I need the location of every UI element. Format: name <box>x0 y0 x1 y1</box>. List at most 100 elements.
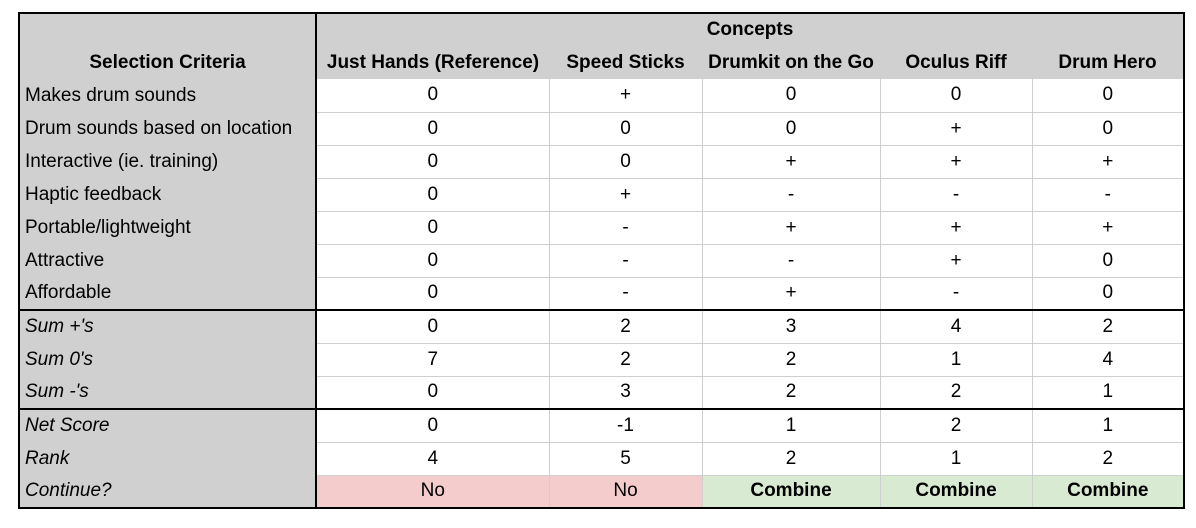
criteria-row-cell: - <box>549 211 703 245</box>
continue-row-cell: Combine <box>702 475 881 509</box>
sum-row-cell: 3 <box>702 309 881 344</box>
criteria-row-cell: + <box>702 211 881 245</box>
continue-row-cell: Combine <box>880 475 1033 509</box>
criteria-row-cell: + <box>880 112 1033 146</box>
header-corner-cell <box>18 12 317 46</box>
criteria-row-cell: - <box>880 178 1033 212</box>
score-section: Net Score 0 -1 1 2 1 Rank 4 5 2 1 2 <box>18 408 1185 476</box>
header-row-concepts: Concepts <box>18 12 1185 46</box>
continue-row-cell: Combine <box>1032 475 1185 509</box>
sum-row-cell: 2 <box>702 376 881 410</box>
criteria-row-cell: + <box>702 145 881 179</box>
criteria-row-cell: + <box>1032 211 1185 245</box>
column-header-speed-sticks: Speed Sticks <box>549 46 702 79</box>
criteria-row-cell: 0 <box>549 112 703 146</box>
criteria-row-cell: - <box>1032 178 1185 212</box>
column-header-drum-hero: Drum Hero <box>1032 46 1185 79</box>
sum-row-cell: 1 <box>1032 376 1185 410</box>
sum-row-cell: 2 <box>702 343 881 377</box>
score-row-cell: 0 <box>316 408 550 443</box>
continue-row-cell: No <box>316 475 550 509</box>
sum-row-cell: 2 <box>1032 309 1185 344</box>
criteria-row-cell: 0 <box>1032 79 1185 113</box>
continue-row: Continue? No No Combine Combine Combine <box>18 475 1185 509</box>
criteria-row-label: Haptic feedback <box>18 178 317 211</box>
sum-row: Sum 0's 7 2 2 1 4 <box>18 343 1185 377</box>
criteria-row-label: Affordable <box>18 277 317 310</box>
score-row-cell: 2 <box>880 408 1033 443</box>
criteria-row-cell: - <box>702 244 881 278</box>
score-row-cell: 4 <box>316 442 550 476</box>
continue-row-cell: No <box>549 475 703 509</box>
criteria-row-cell: + <box>880 211 1033 245</box>
sum-row-cell: 4 <box>1032 343 1185 377</box>
concept-selection-table: Concepts Selection Criteria Just Hands (… <box>18 12 1185 509</box>
sum-row: Sum +'s 0 2 3 4 2 <box>18 309 1185 344</box>
score-row-cell: 1 <box>880 442 1033 476</box>
criteria-row: Interactive (ie. training) 0 0 + + + <box>18 145 1185 179</box>
criteria-row-cell: 0 <box>316 79 550 113</box>
column-header-just-hands: Just Hands (Reference) <box>316 46 549 79</box>
criteria-row: Portable/lightweight 0- + + + <box>18 211 1185 245</box>
criteria-row-cell: 0 <box>1032 277 1185 311</box>
sum-row-cell: 2 <box>549 309 703 344</box>
criteria-row-cell: 0 <box>316 277 550 311</box>
score-row-cell: 1 <box>702 408 881 443</box>
criteria-row-label: Portable/lightweight <box>18 211 317 244</box>
criteria-row-label: Drum sounds based on location <box>18 112 317 145</box>
criteria-row-cell: 0 <box>316 145 550 179</box>
sum-row-cell: 0 <box>316 309 550 344</box>
criteria-row-cell: 0 <box>316 211 550 245</box>
sum-row-cell: 2 <box>549 343 703 377</box>
criteria-row-cell: - <box>549 277 703 311</box>
sum-row-label: Sum -'s <box>18 376 317 409</box>
score-row: Net Score 0 -1 1 2 1 <box>18 408 1185 443</box>
score-row-cell: 2 <box>1032 442 1185 476</box>
criteria-section: Makes drum sounds 0 +0 0 0 Drum sounds based … <box>18 79 1185 311</box>
column-header-oculus-riff: Oculus Riff <box>880 46 1032 79</box>
concepts-header: Concepts <box>316 12 1185 46</box>
criteria-row-cell: - <box>702 178 881 212</box>
criteria-row-cell: + <box>549 79 703 113</box>
criteria-row-cell: - <box>880 277 1033 311</box>
criteria-row-cell: 0 <box>702 79 881 113</box>
sum-row-cell: 0 <box>316 376 550 410</box>
criteria-row: Affordable 0- + -0 <box>18 277 1185 311</box>
continue-row-label: Continue? <box>18 475 317 509</box>
criteria-row-cell: 0 <box>1032 112 1185 146</box>
score-row-cell: 5 <box>549 442 703 476</box>
sum-row: Sum -'s 0 3 2 2 1 <box>18 376 1185 410</box>
criteria-row-label: Makes drum sounds <box>18 79 317 112</box>
criteria-row-cell: 0 <box>316 112 550 146</box>
criteria-row: Drum sounds based on location 0 0 0 +0 <box>18 112 1185 146</box>
criteria-row-cell: + <box>702 277 881 311</box>
selection-criteria-header: Selection Criteria <box>18 46 317 79</box>
criteria-row: Haptic feedback 0 + - - - <box>18 178 1185 212</box>
sum-row-label: Sum +'s <box>18 309 317 343</box>
criteria-row-cell: 0 <box>1032 244 1185 278</box>
criteria-row-cell: 0 <box>316 244 550 278</box>
sum-row-cell: 4 <box>880 309 1033 344</box>
criteria-row-cell: 0 <box>316 178 550 212</box>
criteria-row-cell: 0 <box>549 145 703 179</box>
header-row-columns: Selection Criteria Just Hands (Reference… <box>18 46 1185 79</box>
pugh-matrix: Concepts Selection Criteria Just Hands (… <box>18 12 1185 509</box>
criteria-row-cell: 0 <box>702 112 881 146</box>
sum-row-cell: 3 <box>549 376 703 410</box>
criteria-row-label: Interactive (ie. training) <box>18 145 317 178</box>
criteria-row: Attractive 0- - +0 <box>18 244 1185 278</box>
criteria-row-cell: + <box>1032 145 1185 179</box>
criteria-row-cell: + <box>880 145 1033 179</box>
score-row: Rank 4 5 2 1 2 <box>18 442 1185 476</box>
criteria-row-cell: - <box>549 244 703 278</box>
score-row-label: Net Score <box>18 408 317 442</box>
criteria-row-cell: 0 <box>880 79 1033 113</box>
sum-section: Sum +'s 0 2 3 4 2 Sum 0's 7 2 2 1 4 Sum -'s 0 3 2 2 1 <box>18 309 1185 410</box>
sum-row-label: Sum 0's <box>18 343 317 376</box>
column-header-drumkit-on-the-go: Drumkit on the Go <box>702 46 880 79</box>
score-row-label: Rank <box>18 442 317 475</box>
sum-row-cell: 1 <box>880 343 1033 377</box>
continue-section: Continue? No No Combine Combine Combine <box>18 475 1185 509</box>
score-row-cell: 2 <box>702 442 881 476</box>
criteria-row-cell: + <box>549 178 703 212</box>
